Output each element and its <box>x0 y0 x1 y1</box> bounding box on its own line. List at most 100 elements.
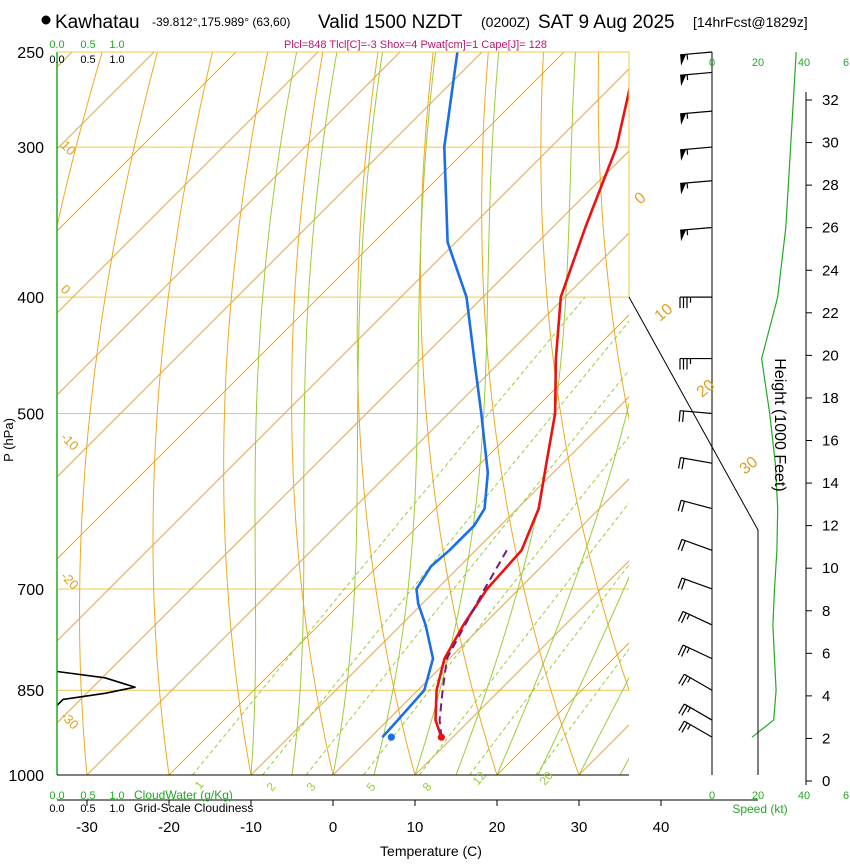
barb-flag <box>680 230 686 241</box>
cloudiness-bottom-tick: 1.0 <box>109 803 124 815</box>
stability-params: Plcl=848 Tlcl[C]=-3 Shox=4 Pwat[cm]=1 Ca… <box>284 39 547 51</box>
height-tick-label: 8 <box>822 603 830 620</box>
speed-bottom-tick: 6 <box>843 790 849 802</box>
wind-barb <box>678 578 712 590</box>
cloudiness-bottom-tick: 0.0 <box>49 803 64 815</box>
isotherm-line <box>743 52 850 775</box>
barb-staff <box>681 500 712 508</box>
barb-staff <box>680 111 712 114</box>
wind-barb <box>680 359 712 370</box>
mixing-ratio-line <box>306 297 688 775</box>
forecast-info: [14hrFcst@1829z] <box>693 14 808 30</box>
barb-half <box>688 678 691 683</box>
temperature-tick-label: 30 <box>571 819 588 836</box>
speed-top-tick: 0 <box>709 57 715 69</box>
mixing-ratio-label: 3 <box>304 780 319 794</box>
site-coords: -39.812°,175.989° (63,60) <box>152 15 290 29</box>
pressure-tick-label: 850 <box>17 683 44 700</box>
cloudwater-label: CloudWater (g/Kg) <box>134 788 233 802</box>
cloudiness-label: Grid-Scale Cloudiness <box>134 801 253 815</box>
cloudiness-top-tick: 0.5 <box>80 54 95 66</box>
temperature-tick-label: -10 <box>240 819 262 836</box>
cloudwater-bottom-tick: 1.0 <box>109 790 124 802</box>
site-name: Kawhatau <box>55 12 140 33</box>
wind-panel-boundary <box>629 297 758 775</box>
height-tick-label: 2 <box>822 730 830 747</box>
cloudwater-top-tick: 0.5 <box>80 39 95 51</box>
height-axis-label: Height (1000 Feet) <box>771 358 788 491</box>
height-tick-label: 24 <box>822 262 839 279</box>
height-tick-label: 4 <box>822 688 830 705</box>
wind-barb <box>679 458 712 469</box>
barb-full <box>679 458 681 469</box>
speed-top-tick: 6 <box>843 57 849 69</box>
barb-full <box>682 458 684 469</box>
height-tick-label: 18 <box>822 390 839 407</box>
barb-flag <box>680 113 686 124</box>
wind-barb <box>680 297 712 308</box>
theta-label: 30 <box>737 454 762 479</box>
wind-barb <box>680 111 712 125</box>
barb-staff <box>680 72 712 75</box>
height-tick-label: 16 <box>822 433 839 450</box>
mixing-ratio-label: 12 <box>470 768 490 787</box>
cloudwater-bottom-tick: 0.5 <box>80 790 95 802</box>
barb-full <box>683 411 684 422</box>
barb-full <box>682 501 685 512</box>
wind-barb <box>679 721 712 737</box>
barb-half <box>687 648 689 653</box>
grid-lines <box>0 52 850 775</box>
isotherm-line <box>661 52 850 775</box>
pressure-tick-label: 1000 <box>8 768 44 785</box>
temperature-tick-label: -20 <box>158 819 180 836</box>
valid-time: Valid 1500 NZDT <box>318 12 463 33</box>
temperature-tick-label: -30 <box>76 819 98 836</box>
pressure-tick-label: 250 <box>17 45 44 62</box>
series-temperature <box>436 52 638 737</box>
barb-half <box>687 614 689 619</box>
barb-staff <box>684 721 712 737</box>
wind-barb <box>679 674 712 690</box>
surface-point <box>388 734 395 741</box>
wind-barb <box>680 72 712 86</box>
barb-flag <box>680 149 686 160</box>
cloudiness-top-tick: 0.0 <box>49 54 64 66</box>
barb-staff <box>684 704 712 720</box>
wind-barb <box>678 611 712 625</box>
barb-full <box>678 500 681 511</box>
dry-adiabat <box>819 52 850 775</box>
wind-barb <box>680 181 712 195</box>
wind-barb <box>680 52 712 66</box>
pressure-tick-label: 700 <box>17 582 44 599</box>
pressure-tick-label: 400 <box>17 290 44 307</box>
height-tick-label: 6 <box>822 645 830 662</box>
mixing-ratio-line <box>536 297 850 775</box>
wind-barb <box>678 500 712 512</box>
theta-label: 0 <box>632 189 650 208</box>
barb-half <box>688 725 691 730</box>
barb-half <box>688 708 691 713</box>
surface-point <box>438 734 445 741</box>
height-tick-label: 10 <box>822 560 839 577</box>
wind-barb <box>678 645 712 659</box>
barb-flag <box>680 54 686 65</box>
speed-top-tick: 40 <box>798 57 810 69</box>
theta-label: 20 <box>694 377 719 402</box>
barb-staff <box>680 411 712 414</box>
barb-staff <box>682 578 712 589</box>
y-axis-label: P (hPa) <box>1 418 16 462</box>
mixing-ratio-label: 5 <box>364 780 379 794</box>
height-tick-label: 32 <box>822 92 839 109</box>
barb-staff <box>680 181 712 184</box>
x-axis-label: Temperature (C) <box>380 843 482 859</box>
series-cloudiness <box>57 672 135 706</box>
height-tick-label: 12 <box>822 518 839 535</box>
data-series <box>57 52 638 741</box>
pressure-tick-label: 300 <box>17 140 44 157</box>
wind-barb <box>679 704 712 720</box>
isotherm-label: -30 <box>58 709 82 733</box>
cloudwater-top-tick: 0.0 <box>49 39 64 51</box>
speed-bottom-tick: 40 <box>798 790 810 802</box>
isotherm-label: 0 <box>58 282 74 298</box>
